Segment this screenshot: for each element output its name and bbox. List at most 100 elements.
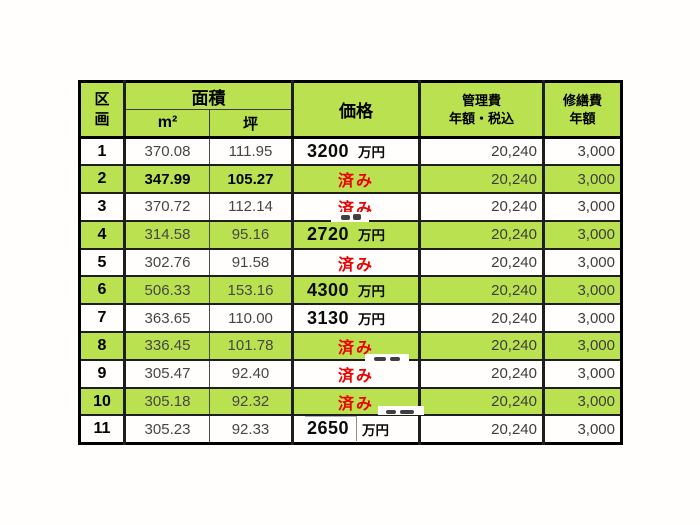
header-row-1: 区画 面積 価格 管理費 年額・税込 修繕費 年額	[78, 80, 623, 139]
section-number: 7	[78, 303, 126, 334]
area-tsubo-value: 153.16	[209, 275, 294, 306]
table-row: 4 314.58 95.16 2720 万円 20,240 3,000	[78, 219, 623, 250]
sold-label: 済み	[337, 395, 374, 413]
patch-remnant	[386, 410, 396, 414]
section-number: 2	[78, 164, 126, 195]
sold-label: 済み	[337, 339, 374, 357]
mgmt-fee-label-line2: 年額・税込	[448, 110, 514, 126]
section-number: 10	[78, 386, 126, 417]
price-value: 4300	[307, 279, 350, 300]
management-fee-value: 20,240	[418, 219, 545, 250]
price-value: 3130	[307, 307, 350, 328]
area-sqm-value: 347.99	[123, 164, 210, 195]
management-fee-value: 20,240	[418, 331, 545, 361]
col-header-tsubo: 坪	[209, 109, 294, 139]
section-number: 4	[78, 219, 126, 250]
patch-remnant	[374, 357, 386, 361]
repair-fee-value: 3,000	[542, 247, 623, 278]
area-tsubo-value: 91.58	[209, 247, 294, 278]
price-unit: 万円	[358, 228, 386, 244]
col-header-price: 価格	[291, 80, 421, 139]
section-number: 9	[78, 358, 126, 389]
area-tsubo-value: 92.32	[209, 386, 294, 417]
price-unit: 万円	[358, 283, 386, 299]
patch-remnant	[353, 214, 361, 220]
patch-notch	[331, 212, 369, 222]
col-header-sqm: m²	[123, 109, 210, 139]
patch-remnant	[390, 357, 400, 361]
section-number: 5	[78, 247, 126, 278]
repair-fee-value: 3,000	[542, 414, 623, 445]
sold-label: 済み	[337, 367, 374, 385]
management-fee-value: 20,240	[418, 247, 545, 278]
section-header-line2: 画	[94, 110, 110, 128]
repair-fee-value: 3,000	[542, 136, 623, 167]
table-row: 3 370.72 112.14 済み 20,240 3,000	[78, 192, 623, 222]
table-row: 9 305.47 92.40 済み 20,240 3,000	[78, 358, 623, 389]
header-row-2: m² 坪	[80, 109, 622, 139]
area-sqm-value: 305.18	[123, 386, 210, 417]
area-tsubo-value: 92.33	[209, 414, 294, 445]
col-header-management-fee: 管理費 年額・税込	[418, 80, 545, 139]
price-cell: 3130 万円	[291, 303, 421, 334]
patch-remnant	[341, 215, 350, 220]
price-cell: 2650 万円	[291, 414, 421, 445]
area-tsubo-value: 92.40	[209, 358, 294, 389]
area-tsubo-value: 110.00	[209, 303, 294, 334]
area-sqm-value: 506.33	[123, 275, 210, 306]
price-cell: 済み	[291, 247, 421, 278]
area-tsubo-value: 111.95	[209, 136, 294, 167]
management-fee-value: 20,240	[418, 358, 545, 389]
price-unit: 万円	[358, 311, 386, 327]
repair-fee-value: 3,000	[542, 303, 623, 334]
patch-notch	[365, 354, 409, 363]
repair-fee-value: 3,000	[542, 386, 623, 417]
repair-fee-value: 3,000	[542, 164, 623, 195]
management-fee-value: 20,240	[418, 303, 545, 334]
price-unit: 万円	[358, 145, 386, 161]
area-sqm-value: 305.47	[123, 358, 210, 389]
price-cell: 済み	[291, 358, 421, 389]
patch-remnant	[400, 410, 414, 414]
repair-fee-value: 3,000	[542, 275, 623, 306]
price-cell: 3200 万円	[291, 136, 421, 167]
table-row: 10 305.18 92.32 済み 20,240 3,000	[78, 386, 623, 417]
table-row: 11 305.23 92.33 2650 万円 20,240 3,000	[78, 414, 623, 445]
repair-fee-value: 3,000	[542, 358, 623, 389]
price-value: 2720	[307, 224, 350, 245]
area-tsubo-value: 112.14	[209, 192, 294, 222]
area-sqm-value: 370.72	[123, 192, 210, 222]
area-sqm-value: 370.08	[123, 136, 210, 167]
management-fee-value: 20,240	[418, 414, 545, 445]
repair-fee-value: 3,000	[542, 331, 623, 361]
table-row: 1 370.08 111.95 3200 万円 20,240 3,000	[78, 136, 623, 167]
plots-price-table: 区画 面積 価格 管理費 年額・税込 修繕費 年額 m² 坪 1 370.08 11…	[78, 80, 623, 445]
section-number: 3	[78, 192, 126, 222]
area-tsubo-value: 101.78	[209, 331, 294, 361]
management-fee-value: 20,240	[418, 192, 545, 222]
table-row: 2 347.99 105.27 済み 20,240 3,000	[78, 164, 623, 195]
table-row: 8 336.45 101.78 済み 20,240 3,000	[78, 331, 623, 361]
table-row: 6 506.33 153.16 4300 万円 20,240 3,000	[78, 275, 623, 306]
area-sqm-value: 314.58	[123, 219, 210, 250]
management-fee-value: 20,240	[418, 386, 545, 417]
section-header-line1: 区	[94, 91, 110, 108]
repair-fee-label-line1: 修繕費	[562, 92, 602, 108]
price-unit: 万円	[362, 422, 390, 438]
section-number: 8	[78, 331, 126, 361]
management-fee-value: 20,240	[418, 136, 545, 167]
table-row: 7 363.65 110.00 3130 万円 20,240 3,000	[78, 303, 623, 334]
price-value-patched: 2650	[305, 417, 358, 441]
area-sqm-value: 305.23	[123, 414, 210, 445]
col-header-section: 区画	[78, 80, 126, 139]
management-fee-value: 20,240	[418, 275, 545, 306]
mgmt-fee-label-line1: 管理費	[461, 92, 501, 108]
col-header-area: 面積	[123, 80, 294, 110]
repair-fee-value: 3,000	[542, 192, 623, 222]
sold-label: 済み	[337, 173, 374, 191]
price-cell: 4300 万円	[291, 275, 421, 306]
price-value: 3200	[307, 141, 350, 162]
repair-fee-value: 3,000	[542, 219, 623, 250]
section-number: 11	[78, 414, 126, 445]
